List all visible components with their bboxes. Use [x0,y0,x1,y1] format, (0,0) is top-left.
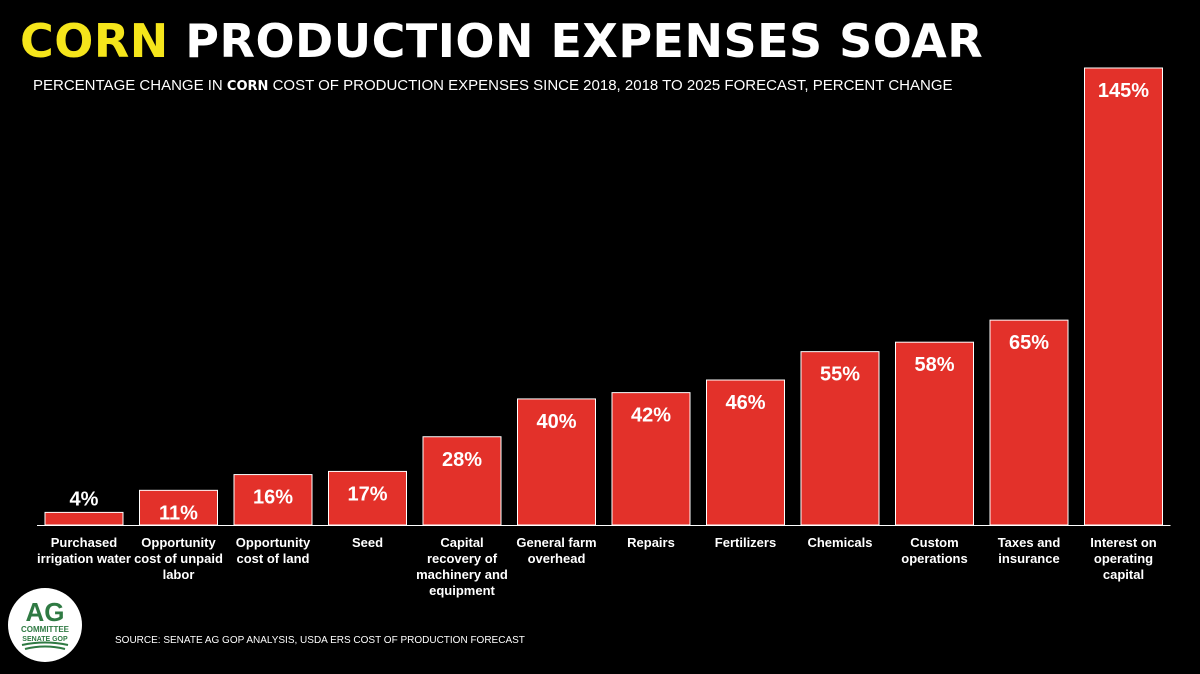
value-label-chemicals: 55% [820,364,860,386]
value-label-interest-on-operating-capital: 145% [1098,80,1149,102]
bar-capital-recovery-of-machinery-and-equipment [422,436,502,526]
value-label-purchased-irrigation-water: 4% [70,488,99,510]
bar-interest-on-operating-capital [1084,67,1163,526]
chart-subtitle: PERCENTAGE CHANGE IN CORN COST OF PRODUC… [33,77,953,96]
value-label-opportunity-cost-of-unpaid-labor: 11% [159,502,198,524]
category-label-taxes-and-insurance: Taxes and insurance [997,535,1061,566]
category-label-custom-operations: Custom operations [901,535,968,566]
value-label-general-farm-overhead: 40% [536,411,576,433]
logo-text-committee: COMMITTEE [21,625,70,634]
title-rest: PRODUCTION EXPENSES SOAR [168,14,984,68]
subtitle-after: COST OF PRODUCTION EXPENSES SINCE 2018, … [268,77,953,94]
category-label-fertilizers: Fertilizers [714,535,777,550]
chart-title: CORN PRODUCTION EXPENSES SOAR [20,8,983,74]
subtitle-highlight: CORN [226,79,269,94]
value-label-seed: 17% [347,483,387,505]
category-label-repairs: Repairs [627,535,675,550]
bar-opportunity-cost-of-unpaid-labor [139,489,218,526]
category-label-interest-on-operating-capital: Interest on operating capital [1090,535,1157,582]
subtitle-before: PERCENTAGE CHANGE IN [33,77,227,94]
value-labels-group: 4% 11% 16% 17% 28% 40% 42% 46% 55% 58% 65% 145% [70,80,1150,524]
bar-chemicals [800,351,880,526]
category-label-general-farm-overhead: General farm overhead [516,535,597,566]
bars-group [44,67,1163,526]
bar-repairs [611,392,691,526]
value-label-taxes-and-insurance: 65% [1009,332,1049,354]
bar-custom-operations [895,341,974,526]
source-note: SOURCE: SENATE AG GOP ANALYSIS, USDA ERS… [115,635,525,646]
logo-text-ag: AG [26,597,65,627]
title-highlight: CORN [20,14,169,68]
category-label-seed: Seed [351,535,384,550]
value-label-fertilizers: 46% [725,392,765,414]
bar-fertilizers [706,379,785,526]
bar-seed [328,470,407,526]
logo-text-senate-gop: SENATE GOP [22,636,68,643]
bar-taxes-and-insurance [989,319,1069,526]
category-label-capital-recovery-of-machinery-and-equipment: Capital recovery of machinery and equipm… [416,535,508,598]
value-label-custom-operations: 58% [914,354,954,376]
value-label-opportunity-cost-of-land: 16% [253,487,293,509]
value-label-capital-recovery-of-machinery-and-equipment: 28% [442,449,482,471]
bar-general-farm-overhead [517,398,596,526]
category-label-chemicals: Chemicals [807,535,873,550]
category-label-opportunity-cost-of-unpaid-labor: Opportunity cost of unpaid labor [134,535,223,582]
bar-purchased-irrigation-water [44,511,124,526]
category-label-opportunity-cost-of-land: Opportunity cost of land [235,535,311,566]
ag-committee-logo: AG COMMITTEE SENATE GOP [8,588,82,662]
category-label-purchased-irrigation-water: Purchased irrigation water [37,535,131,566]
bar-opportunity-cost-of-land [233,474,313,526]
value-label-repairs: 42% [631,405,671,427]
